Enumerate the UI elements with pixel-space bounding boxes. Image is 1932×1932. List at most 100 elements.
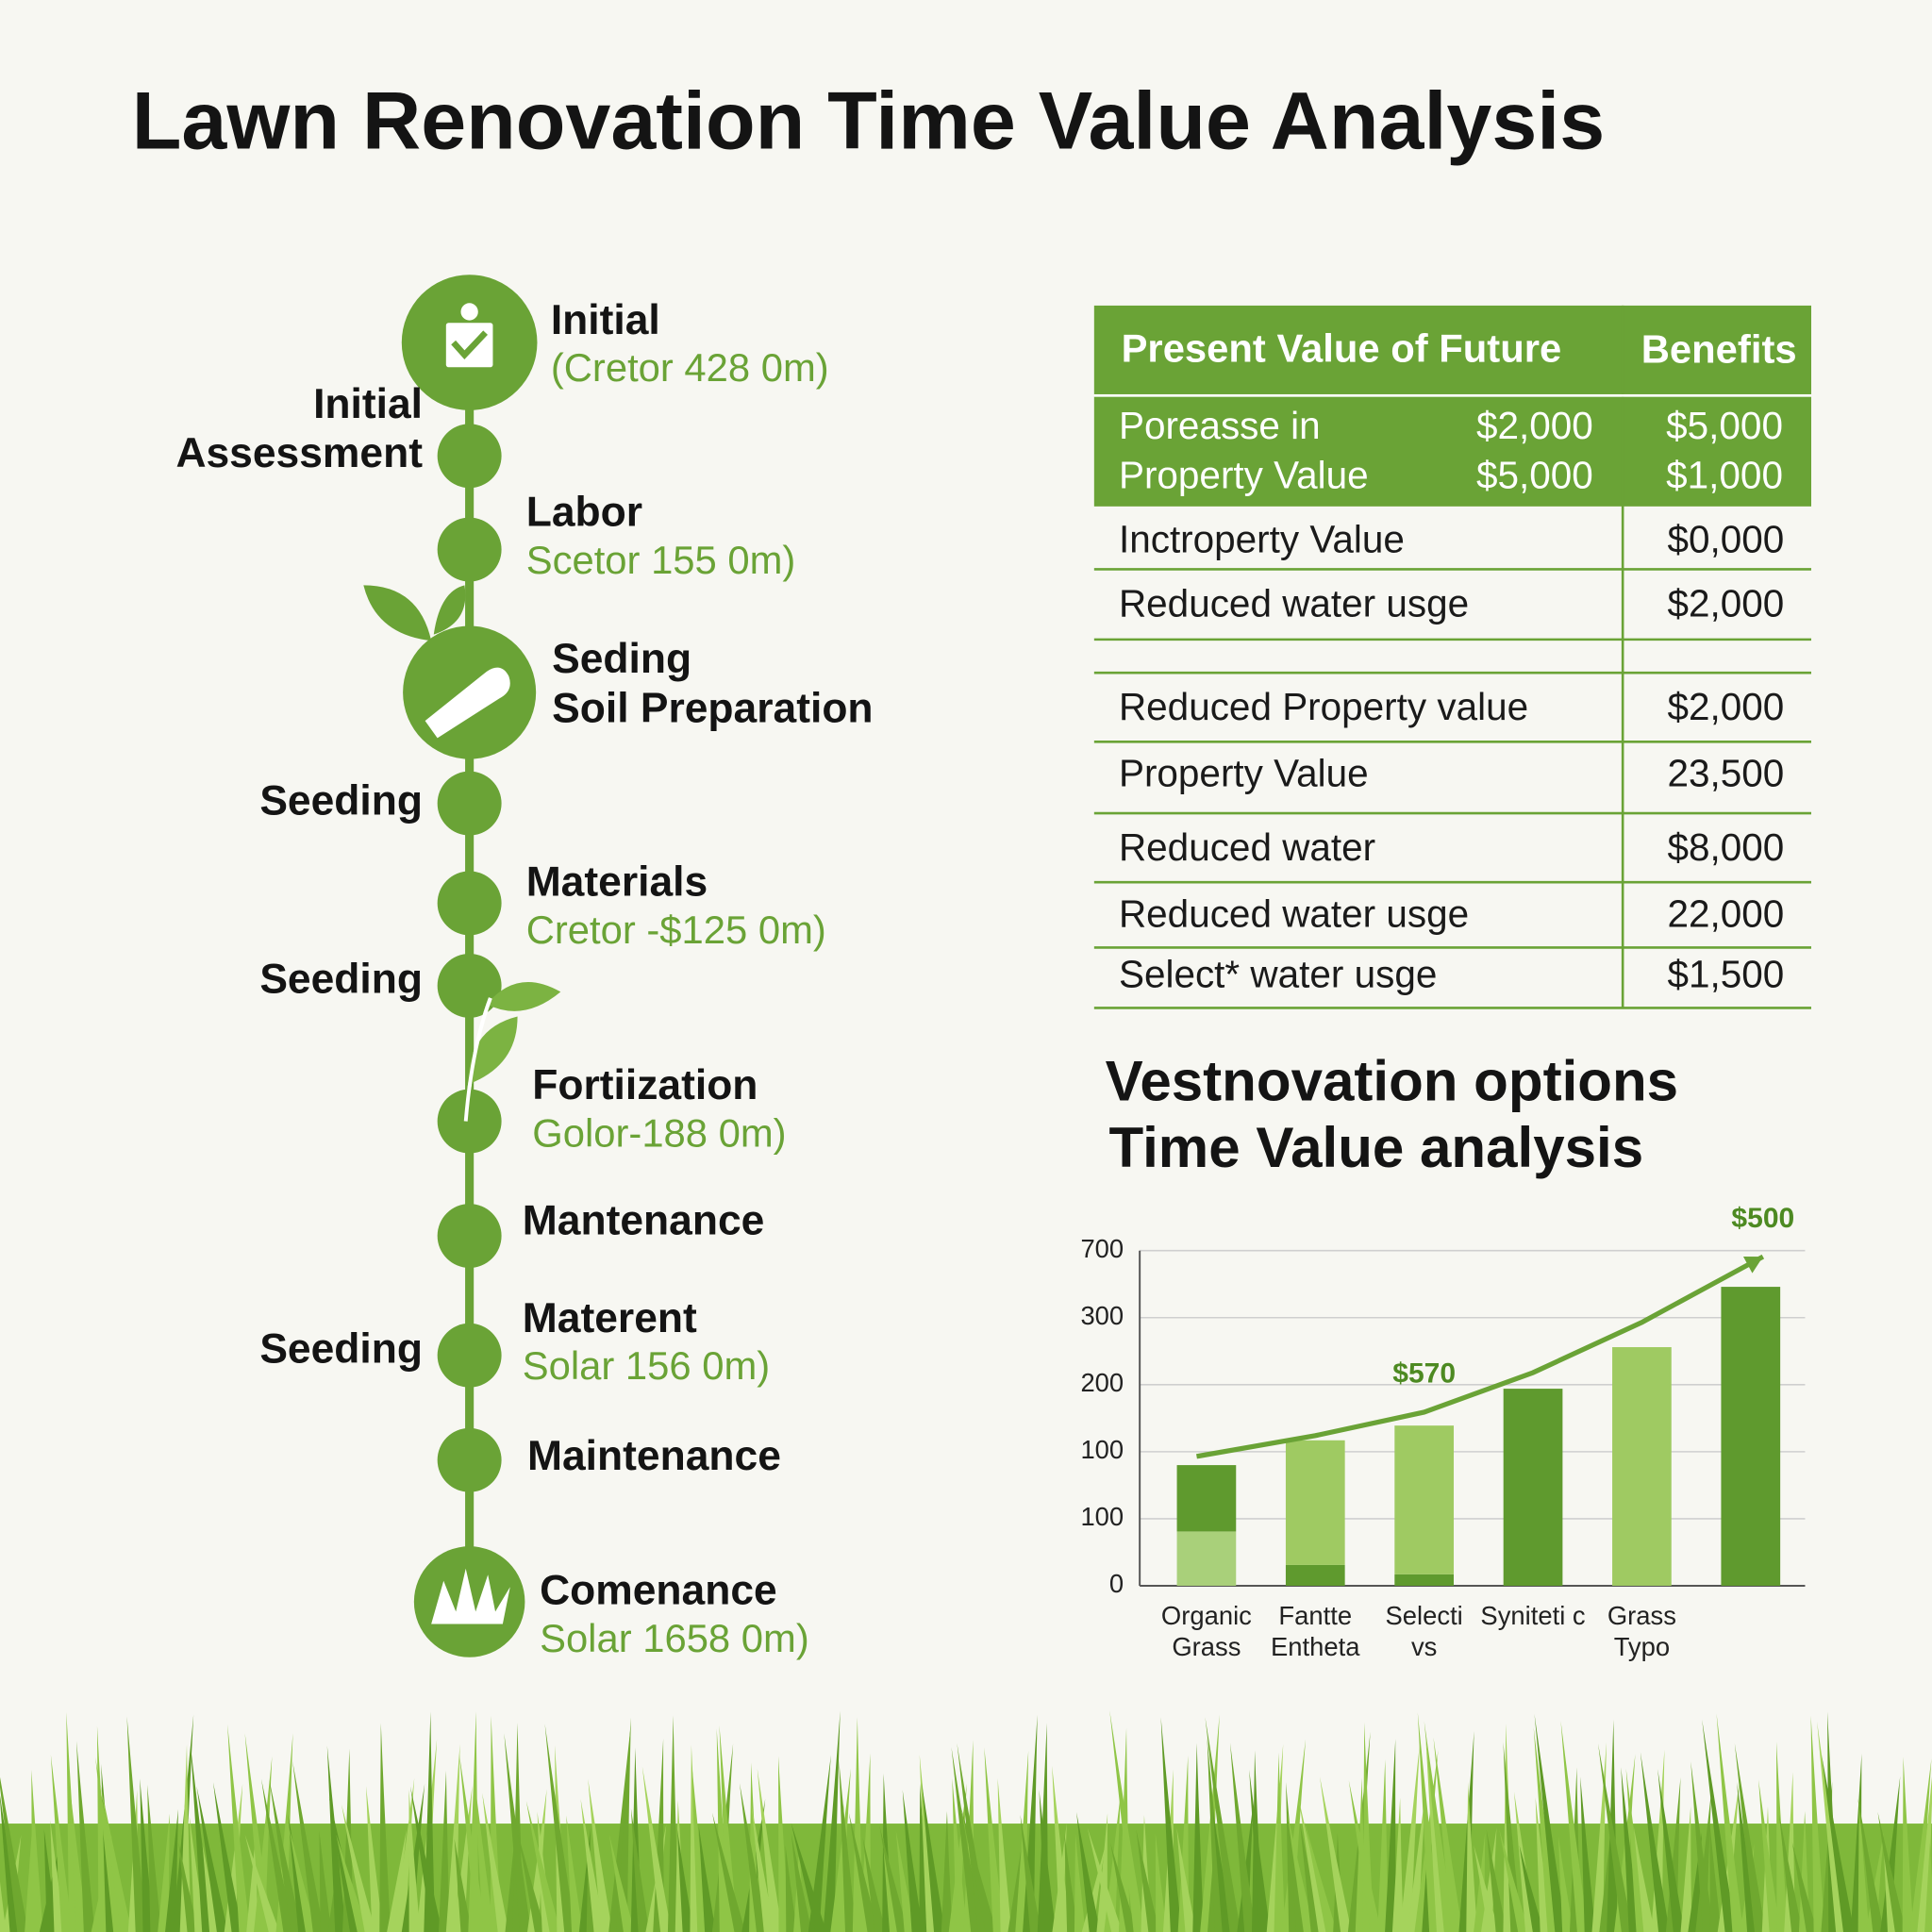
grass-blade bbox=[1680, 1806, 1692, 1932]
trend-line bbox=[1196, 1254, 1765, 1459]
bar bbox=[1176, 1465, 1237, 1532]
timeline-title: Fortiization bbox=[532, 1062, 758, 1108]
grass-blade bbox=[1136, 1829, 1160, 1932]
bar bbox=[1503, 1389, 1563, 1586]
grass-blade bbox=[1591, 1741, 1607, 1932]
y-tick-label: 200 bbox=[1080, 1368, 1124, 1397]
grass-blade bbox=[1716, 1713, 1744, 1932]
timeline-left-label: Assessment bbox=[175, 430, 423, 476]
grass-blade bbox=[0, 1776, 29, 1932]
grass-blade bbox=[140, 1778, 155, 1932]
chart-title: Time Value analysis bbox=[1109, 1116, 1644, 1179]
grass-blade bbox=[289, 1826, 317, 1932]
grass-blade bbox=[50, 1755, 74, 1932]
grass-blade bbox=[438, 1770, 450, 1932]
timeline-detail: Solar 156 0m) bbox=[523, 1343, 770, 1388]
grass-blade bbox=[839, 1759, 857, 1932]
bar bbox=[1285, 1564, 1345, 1586]
timeline-title: Maintenance bbox=[527, 1433, 781, 1479]
timeline-left-label: Initial bbox=[313, 381, 423, 427]
grass-blade bbox=[95, 1757, 125, 1932]
page-title: Lawn Renovation Time Value Analysis bbox=[132, 75, 1605, 166]
y-tick-label: 0 bbox=[1109, 1569, 1124, 1598]
table-cell: $5,000 bbox=[1666, 404, 1783, 447]
y-tick-label: 100 bbox=[1080, 1435, 1124, 1464]
grass-blade bbox=[96, 1725, 110, 1932]
bar bbox=[1176, 1531, 1237, 1586]
grass-blade bbox=[379, 1723, 391, 1932]
grass-blade bbox=[0, 1795, 22, 1932]
grass-blade bbox=[1281, 1739, 1307, 1932]
grass-blade bbox=[922, 1782, 945, 1932]
grass-blade bbox=[1200, 1714, 1220, 1932]
grass-blade bbox=[1176, 1827, 1197, 1932]
grass-blade bbox=[482, 1792, 509, 1932]
grass-blade bbox=[698, 1826, 716, 1932]
grass-blade bbox=[1778, 1813, 1803, 1932]
chart-title: Vestnovation options bbox=[1106, 1050, 1679, 1113]
timeline-node bbox=[437, 771, 502, 836]
grass-blade bbox=[785, 1845, 798, 1932]
grass-blade bbox=[366, 1786, 384, 1932]
grass-blade bbox=[1155, 1833, 1167, 1932]
grass-blade bbox=[1877, 1811, 1907, 1932]
icon bbox=[431, 1568, 510, 1624]
grass-blade bbox=[952, 1778, 968, 1932]
bar bbox=[1612, 1347, 1672, 1586]
grass-blade bbox=[1207, 1738, 1226, 1932]
grass-blade bbox=[1417, 1712, 1441, 1932]
grass-blade bbox=[101, 1763, 118, 1932]
grass-blade bbox=[1039, 1790, 1057, 1932]
grass-blade bbox=[1758, 1779, 1781, 1932]
grass-blade bbox=[1064, 1833, 1078, 1932]
grass-blade bbox=[1776, 1741, 1789, 1932]
x-tick-label: Enthetа bbox=[1271, 1632, 1360, 1661]
timeline-detail: Solar 1658 0m) bbox=[540, 1616, 809, 1660]
y-tick-label: 300 bbox=[1080, 1301, 1124, 1330]
leaf bbox=[363, 585, 432, 641]
grass-blade bbox=[1514, 1791, 1537, 1932]
grass-blade bbox=[1827, 1711, 1840, 1932]
grass-blade bbox=[1289, 1825, 1307, 1932]
x-tick-label: Grass bbox=[1607, 1601, 1676, 1630]
grass-blade bbox=[823, 1710, 841, 1932]
table-cell: Property Value bbox=[1119, 453, 1369, 496]
icon bbox=[425, 667, 510, 739]
annotation: $500 bbox=[1731, 1203, 1794, 1234]
timeline-node bbox=[437, 1427, 502, 1492]
grass-blade bbox=[566, 1815, 583, 1932]
timeline-node bbox=[437, 953, 502, 1018]
x-tick-label: Selecti bbox=[1386, 1601, 1463, 1630]
timeline-left-label: Seeding bbox=[259, 957, 423, 1003]
table-header: Present Value of Future bbox=[1122, 325, 1562, 370]
timeline-title: Materials bbox=[526, 859, 708, 906]
grass-blade bbox=[172, 1714, 194, 1932]
grass-blade bbox=[830, 1768, 851, 1932]
grass-blade bbox=[1074, 1833, 1086, 1932]
grass-blade bbox=[1212, 1811, 1234, 1932]
table-cell: Inctroperty Value bbox=[1119, 517, 1405, 560]
grass-blade bbox=[126, 1716, 147, 1932]
grass-blade bbox=[1474, 1832, 1486, 1932]
grass-blade bbox=[902, 1790, 924, 1932]
grass-blade bbox=[1633, 1826, 1656, 1932]
grass-blade bbox=[1425, 1739, 1448, 1932]
grass-blade bbox=[778, 1756, 791, 1932]
grass-blade bbox=[1737, 1782, 1758, 1932]
grass-blade bbox=[751, 1804, 775, 1932]
grass-blade bbox=[1909, 1758, 1932, 1932]
timeline-node bbox=[437, 1323, 502, 1388]
timeline-node bbox=[437, 517, 502, 582]
leaf bbox=[486, 981, 561, 1011]
grass-blade bbox=[1110, 1842, 1138, 1932]
grass-blade bbox=[691, 1762, 709, 1932]
grass-blade bbox=[641, 1766, 672, 1932]
grass-blade bbox=[191, 1745, 213, 1932]
grass-blade bbox=[147, 1784, 162, 1932]
grass-blade bbox=[676, 1828, 694, 1932]
grass-blade bbox=[1883, 1844, 1899, 1932]
grass-blade bbox=[1229, 1742, 1256, 1932]
grass-blade bbox=[288, 1814, 309, 1932]
grass-blade bbox=[1399, 1743, 1420, 1932]
